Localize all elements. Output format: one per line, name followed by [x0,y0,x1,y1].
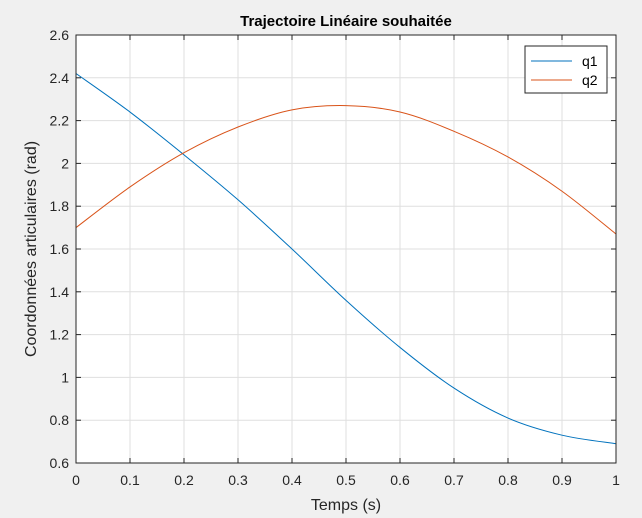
x-tick-label: 0 [72,472,80,488]
series-line-q1 [75,73,617,445]
y-tick-label: 1 [61,369,69,385]
x-tick-label: 0.6 [390,472,410,488]
x-tick-label: 0.5 [336,472,356,488]
x-tick-label: 0.7 [444,472,464,488]
x-tick-label: 0.9 [552,472,572,488]
legend-box [524,45,608,94]
y-tick-label: 1.2 [50,327,70,343]
y-axis-label: Coordonnées articulaires (rad) [23,141,40,357]
x-tick-label: 0.4 [282,472,302,488]
y-tick-label: 1.4 [50,284,70,300]
x-tick-label: 1 [612,472,620,488]
y-tick-label: 2 [61,155,69,171]
x-tick-label: 0.1 [120,472,140,488]
y-tick-label: 0.8 [50,412,70,428]
legend-label-q1: q1 [582,53,598,69]
x-tick-label: 0.3 [228,472,248,488]
chart-title: Trajectoire Linéaire souhaitée [240,13,452,30]
legend: q1 q2 [524,45,608,94]
y-tick-label: 2.6 [50,27,70,43]
y-tick-label: 1.8 [50,198,70,214]
ticks-group: 0 0.1 0.2 0.3 0.4 0.5 0.6 0.7 0.8 0.9 1 0.6 0.8 1 1.2 1… [50,27,621,488]
series-group [75,73,617,445]
y-tick-label: 2.2 [50,113,70,129]
x-tick-label: 0.8 [498,472,518,488]
y-tick-label: 2.4 [50,70,70,86]
legend-label-q2: q2 [582,72,598,88]
x-tick-label: 0.2 [174,472,194,488]
x-axis-label: Temps (s) [311,497,381,514]
y-tick-label: 1.6 [50,241,70,257]
series-line-q2 [75,105,617,235]
y-tick-label: 0.6 [50,455,70,471]
